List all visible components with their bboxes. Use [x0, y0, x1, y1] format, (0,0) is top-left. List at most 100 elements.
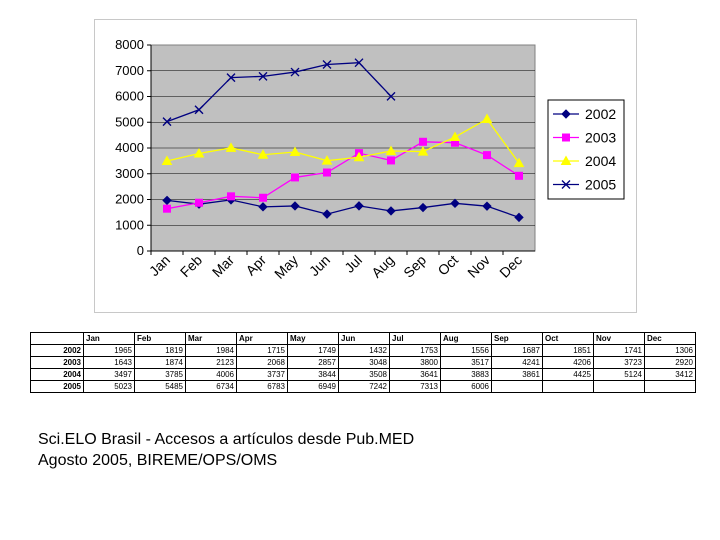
point-2005-mar — [226, 73, 236, 83]
table-cell: 1753 — [389, 344, 441, 357]
table-cell: 3800 — [389, 356, 441, 369]
legend-label-2004: 2004 — [585, 153, 616, 169]
series-line-2004 — [166, 118, 520, 164]
table-row-label: 2003 — [30, 356, 84, 369]
table-row-label: 2005 — [30, 380, 84, 393]
point-2003-jan — [163, 204, 171, 213]
y-tick-label: 7000 — [115, 63, 144, 78]
point-2004-may — [289, 146, 301, 157]
x-tick-label-jul: Jul — [341, 252, 365, 276]
table-header-jan: Jan — [83, 332, 135, 345]
data-table: Jan Feb Mar Apr May Jun Jul Aug Sep Oct Nov Dec 200… — [30, 332, 696, 393]
y-tick-label: 2000 — [115, 192, 144, 207]
table-header-dec: Dec — [644, 332, 696, 345]
chart-area: 0 1000 2000 3000 4000 5000 6000 7000 8000 Jan Feb M… — [94, 19, 637, 313]
caption: Sci.ELO Brasil - Accesos a artículos des… — [38, 429, 414, 471]
legend-label-2005: 2005 — [585, 177, 616, 193]
point-2004-dec — [513, 157, 525, 168]
table-row-label: 2002 — [30, 344, 84, 357]
table-cell: 3497 — [83, 368, 135, 381]
table-row: 2002 1965 1819 1984 1715 1749 1432 1753 1556 1687… — [30, 344, 696, 357]
point-2003-dec — [515, 171, 523, 180]
x-tick-label-sep: Sep — [400, 252, 429, 281]
y-tick-label: 5000 — [115, 114, 144, 129]
table-cell: 1715 — [236, 344, 288, 357]
table-cell: 1819 — [134, 344, 186, 357]
table-cell: 6949 — [287, 380, 339, 393]
table-cell: 1851 — [542, 344, 594, 357]
table-cell — [644, 380, 696, 393]
point-2002-may — [290, 201, 300, 211]
table-cell: 7313 — [389, 380, 441, 393]
x-tick-label-jan: Jan — [146, 252, 173, 279]
table-cell: 1984 — [185, 344, 237, 357]
table-cell: 1306 — [644, 344, 696, 357]
x-tick-label-mar: Mar — [209, 252, 238, 281]
point-2004-jan — [161, 155, 173, 165]
table-cell: 2857 — [287, 356, 339, 369]
y-tick-label: 6000 — [115, 89, 144, 104]
series-line-2002 — [166, 199, 520, 218]
table-row: 2004 3497 3785 4006 3737 3844 3508 3641 3883 3861… — [30, 368, 696, 381]
point-2003-may — [291, 173, 299, 182]
table-cell: 3412 — [644, 368, 696, 381]
table-cell — [491, 380, 543, 393]
table-cell: 3785 — [134, 368, 186, 381]
legend-label-2002: 2002 — [585, 106, 616, 122]
table-cell: 2920 — [644, 356, 696, 369]
y-tick-label: 8000 — [115, 37, 144, 52]
table-cell: 7242 — [338, 380, 390, 393]
table-cell: 5023 — [83, 380, 135, 393]
point-2002-dec — [514, 212, 524, 223]
table-row-label: 2004 — [30, 368, 84, 381]
table-cell — [542, 380, 594, 393]
legend-marker-2003 — [562, 133, 570, 142]
point-2003-nov — [483, 151, 491, 160]
table-row: 2003 1643 1874 2123 2068 2857 3048 3800 3517 4241… — [30, 356, 696, 369]
table-header-apr: Apr — [236, 332, 288, 345]
y-tick-label: 1000 — [115, 217, 144, 232]
table-cell: 1965 — [83, 344, 135, 357]
table-cell: 4241 — [491, 356, 543, 369]
table-header-aug: Aug — [440, 332, 492, 345]
table-cell: 3737 — [236, 368, 288, 381]
table-cell — [593, 380, 645, 393]
point-2002-oct — [450, 198, 460, 209]
table-cell: 2123 — [185, 356, 237, 369]
legend-marker-2002 — [561, 109, 571, 119]
legend-marker-2004 — [560, 155, 572, 165]
y-tick-label: 4000 — [115, 140, 144, 155]
point-2003-mar — [227, 192, 235, 201]
table-cell: 3048 — [338, 356, 390, 369]
point-2004-oct — [449, 131, 461, 142]
table-cell: 5124 — [593, 368, 645, 381]
x-tick-label-may: May — [271, 252, 301, 282]
point-2003-aug — [387, 156, 395, 165]
table-cell: 4425 — [542, 368, 594, 381]
table-cell: 3883 — [440, 368, 492, 381]
table-cell: 2068 — [236, 356, 288, 369]
table-header-jul: Jul — [389, 332, 441, 345]
point-2003-feb — [195, 198, 203, 207]
point-2003-apr — [259, 193, 267, 202]
table-cell: 3861 — [491, 368, 543, 381]
point-2003-jun — [323, 168, 331, 177]
table-header-oct: Oct — [542, 332, 594, 345]
caption-line-2: Agosto 2005, BIREME/OPS/OMS — [38, 452, 278, 469]
legend — [547, 99, 625, 200]
table-cell: 6006 — [440, 380, 492, 393]
point-2002-jul — [354, 201, 364, 211]
x-tick-label-feb: Feb — [177, 252, 206, 281]
point-2004-nov — [481, 113, 493, 124]
table-corner-cell — [30, 332, 84, 345]
table-cell: 1749 — [287, 344, 339, 357]
point-2002-jun — [322, 209, 332, 219]
point-2005-apr — [258, 71, 268, 81]
point-2005-jun — [322, 60, 332, 70]
y-tick-label: 3000 — [115, 166, 144, 181]
table-header-row: Jan Feb Mar Apr May Jun Jul Aug Sep Oct Nov Dec — [30, 332, 696, 345]
table-cell: 1643 — [83, 356, 135, 369]
point-2004-aug — [385, 145, 397, 156]
point-2004-jun — [321, 155, 333, 165]
table-header-feb: Feb — [134, 332, 186, 345]
